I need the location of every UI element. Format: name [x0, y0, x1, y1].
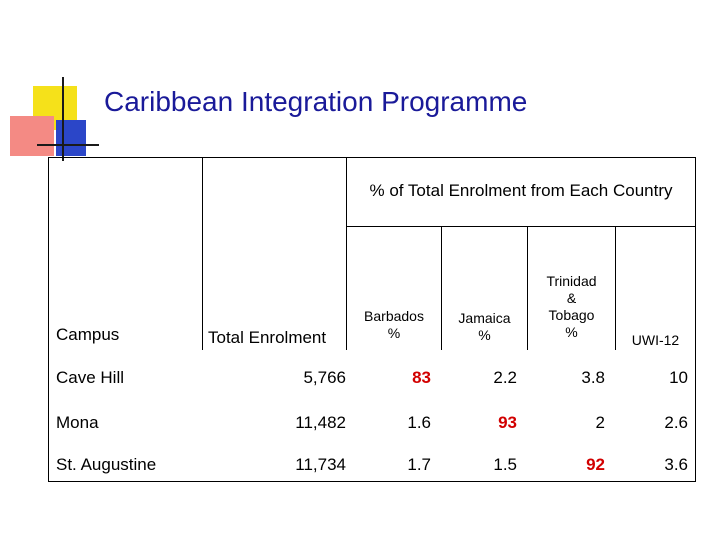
group-header-divider: [346, 226, 696, 227]
column-header-line: Barbados: [364, 308, 424, 324]
enrolment-table: % of Total Enrolment from Each Country C…: [48, 157, 696, 482]
column-header-campus: Campus: [56, 325, 120, 344]
horizontal-rule: [37, 144, 99, 146]
row-jamaica-pct: 93: [498, 413, 517, 432]
row-campus: Mona: [56, 413, 99, 432]
slide-title: Caribbean Integration Programme: [104, 86, 528, 117]
row-uwi-pct: 10: [669, 368, 688, 387]
row-campus: Cave Hill: [56, 368, 125, 387]
row-barbados-pct: 1.7: [407, 455, 431, 474]
column-header-line: &: [566, 290, 577, 306]
row-jamaica-pct: 1.5: [493, 455, 517, 474]
row-barbados-pct: 1.6: [407, 413, 431, 432]
column-header-total-enrolment: Total Enrolment: [208, 328, 327, 347]
table-border-left: [48, 157, 49, 482]
row-trinidad-pct: 3.8: [581, 368, 605, 387]
column-header-line: %: [565, 324, 578, 340]
column-header-line: Trinidad: [546, 273, 597, 289]
row-trinidad-pct: 92: [586, 455, 605, 474]
row-uwi-pct: 3.6: [664, 455, 688, 474]
column-header-line: %: [478, 327, 491, 343]
column-header-jamaica: Jamaica %: [442, 310, 527, 344]
column-divider: [346, 157, 347, 350]
decorative-logo: [0, 0, 100, 170]
row-trinidad-pct: 2: [595, 413, 605, 432]
row-campus: St. Augustine: [56, 455, 157, 474]
column-header-trinidad-tobago: Trinidad & Tobago %: [528, 273, 615, 341]
column-divider: [527, 226, 528, 350]
column-divider: [615, 226, 616, 350]
row-jamaica-pct: 2.2: [493, 368, 517, 387]
row-uwi-pct: 2.6: [664, 413, 688, 432]
blue-square-shape: [56, 120, 86, 156]
row-total-enrolment: 5,766: [303, 368, 346, 387]
red-square-shape: [10, 116, 54, 156]
column-header-barbados: Barbados %: [347, 308, 441, 342]
group-header: % of Total Enrolment from Each Country: [369, 181, 673, 200]
vertical-rule: [62, 77, 64, 161]
row-barbados-pct: 83: [412, 368, 431, 387]
table-border-right: [695, 157, 696, 482]
column-header-uwi-12: UWI-12: [631, 332, 680, 348]
table-border-bottom: [48, 481, 696, 482]
column-divider: [441, 226, 442, 350]
row-total-enrolment: 11,734: [295, 455, 346, 474]
column-divider: [202, 157, 203, 350]
column-header-line: Tobago: [548, 307, 595, 323]
row-total-enrolment: 11,482: [295, 413, 346, 432]
table-border-top: [48, 157, 696, 158]
column-header-line: %: [387, 325, 401, 341]
column-header-line: Jamaica: [458, 310, 511, 326]
